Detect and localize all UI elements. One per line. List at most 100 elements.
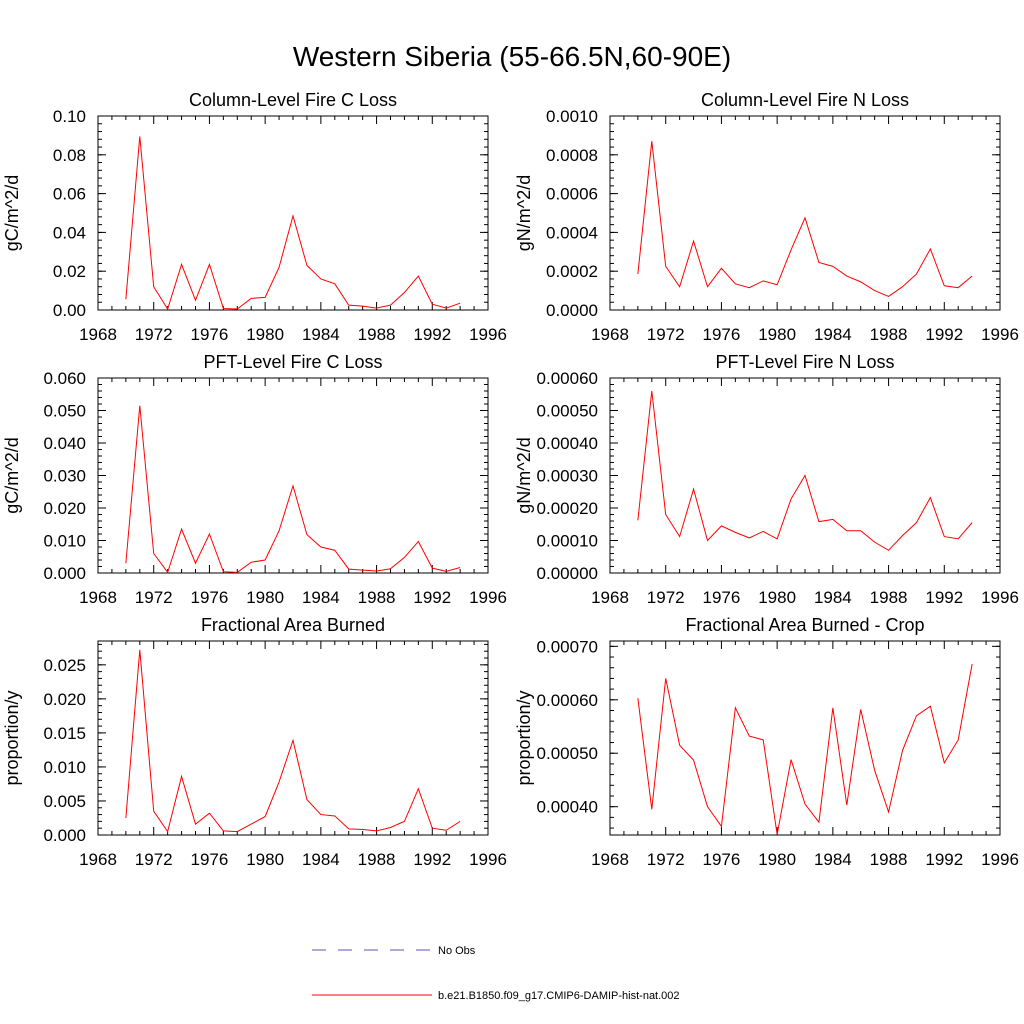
y-tick-label: 0.00050: [537, 744, 598, 763]
panel-fractional-area-burned-crop: Fractional Area Burned - Crop proportion/…: [514, 615, 1019, 869]
x-tick-label: 1972: [135, 588, 173, 607]
x-tick-label: 1972: [647, 850, 685, 869]
y-tick-label: 0.00000: [537, 564, 598, 583]
y-tick-label: 0.00070: [537, 637, 598, 656]
y-axis-label: gC/m^2/d: [2, 437, 22, 513]
x-tick-label: 1980: [758, 850, 796, 869]
x-tick-label: 1992: [925, 588, 963, 607]
x-tick-label: 1980: [758, 325, 796, 344]
y-tick-label: 0.025: [43, 656, 86, 675]
x-tick-label: 1984: [814, 850, 852, 869]
x-tick-label: 1996: [981, 588, 1019, 607]
x-tick-label: 1976: [703, 588, 741, 607]
x-tick-label: 1996: [469, 850, 507, 869]
y-tick-label: 0.020: [43, 499, 86, 518]
series-line-fractional-area-burned-crop: [637, 663, 973, 835]
y-tick-label: 0.015: [43, 724, 86, 743]
y-axis-label: gC/m^2/d: [2, 175, 22, 251]
x-tick-label: 1968: [79, 588, 117, 607]
y-tick-label: 0.050: [43, 402, 86, 421]
x-tick-label: 1976: [191, 325, 229, 344]
series-line-column-level-fire-c-loss: [125, 136, 461, 311]
x-tick-label: 1992: [413, 325, 451, 344]
y-tick-label: 0.04: [53, 223, 86, 242]
legend-label-no-obs: No Obs: [438, 945, 476, 957]
y-axis-label: proportion/y: [2, 690, 22, 785]
y-tick-label: 0.02: [53, 262, 86, 281]
y-tick-label: 0.0000: [546, 301, 598, 320]
panel-pft-level-fire-n-loss: PFT-Level Fire N Loss gN/m^2/d 1968 1972 197…: [514, 352, 1019, 607]
x-tick-label: 1968: [79, 850, 117, 869]
y-axis-label: gN/m^2/d: [514, 175, 534, 251]
panel-title: Fractional Area Burned: [201, 615, 385, 635]
y-tick-label: 0.000: [43, 564, 86, 583]
x-tick-label: 1992: [413, 850, 451, 869]
x-tick-label: 1996: [469, 325, 507, 344]
y-tick-label: 0.00060: [537, 369, 598, 388]
panel-pft-level-fire-c-loss: PFT-Level Fire C Loss gC/m^2/d 1968 1972 197…: [2, 352, 507, 607]
y-tick-label: 0.060: [43, 369, 86, 388]
x-tick-label: 1988: [358, 850, 396, 869]
y-tick-label: 0.00040: [537, 434, 598, 453]
x-tick-label: 1968: [79, 325, 117, 344]
y-tick-label: 0.10: [53, 107, 86, 126]
y-tick-label: 0.00: [53, 301, 86, 320]
x-tick-label: 1972: [647, 325, 685, 344]
y-tick-label: 0.0002: [546, 262, 598, 281]
y-tick-label: 0.0004: [546, 223, 598, 242]
y-tick-label: 0.020: [43, 690, 86, 709]
x-tick-label: 1968: [591, 850, 629, 869]
x-tick-label: 1996: [981, 850, 1019, 869]
y-tick-label: 0.000: [43, 826, 86, 845]
plot-frame: [609, 640, 1001, 836]
series-line-pft-level-fire-c-loss: [125, 405, 461, 574]
y-axis-label: proportion/y: [514, 690, 534, 785]
x-tick-label: 1972: [135, 325, 173, 344]
x-tick-label: 1988: [358, 325, 396, 344]
x-tick-label: 1972: [135, 850, 173, 869]
panel-title: PFT-Level Fire N Loss: [715, 352, 894, 372]
figure-title: Western Siberia (55-66.5N,60-90E): [293, 41, 731, 72]
x-tick-label: 1984: [814, 588, 852, 607]
x-tick-label: 1992: [925, 850, 963, 869]
x-tick-label: 1992: [413, 588, 451, 607]
y-tick-label: 0.0008: [546, 146, 598, 165]
plot-frame: [97, 377, 489, 574]
x-tick-label: 1980: [246, 850, 284, 869]
series-line-fractional-area-burned: [125, 649, 461, 833]
x-tick-label: 1996: [469, 588, 507, 607]
plot-frame: [609, 115, 1001, 311]
y-tick-label: 0.06: [53, 185, 86, 204]
x-tick-label: 1968: [591, 325, 629, 344]
y-tick-label: 0.00020: [537, 499, 598, 518]
x-tick-label: 1984: [302, 325, 340, 344]
x-tick-label: 1992: [925, 325, 963, 344]
panel-title: PFT-Level Fire C Loss: [203, 352, 382, 372]
y-tick-label: 0.00040: [537, 798, 598, 817]
legend: No Obs b.e21.B1850.f09_g17.CMIP6-DAMIP-h…: [312, 945, 680, 1002]
x-tick-label: 1972: [647, 588, 685, 607]
x-tick-label: 1984: [814, 325, 852, 344]
panel-column-level-fire-c-loss: Column-Level Fire C Loss gC/m^2/d 1968 1972…: [2, 90, 507, 344]
panel-fractional-area-burned: Fractional Area Burned proportion/y 1968 19…: [2, 615, 507, 869]
y-tick-label: 0.00050: [537, 402, 598, 421]
x-tick-label: 1968: [591, 588, 629, 607]
y-tick-label: 0.030: [43, 467, 86, 486]
x-tick-label: 1980: [758, 588, 796, 607]
y-tick-label: 0.0010: [546, 107, 598, 126]
plot-frame: [97, 640, 489, 836]
x-tick-label: 1976: [703, 850, 741, 869]
x-tick-label: 1988: [358, 588, 396, 607]
panel-grid: Column-Level Fire C Loss gC/m^2/d 1968 1972…: [2, 90, 1019, 869]
y-tick-label: 0.040: [43, 434, 86, 453]
x-tick-label: 1976: [191, 588, 229, 607]
x-tick-label: 1984: [302, 588, 340, 607]
x-tick-label: 1976: [191, 850, 229, 869]
x-tick-label: 1988: [870, 850, 908, 869]
y-axis-label: gN/m^2/d: [514, 437, 534, 513]
panel-title: Column-Level Fire C Loss: [189, 90, 397, 110]
x-tick-label: 1976: [703, 325, 741, 344]
y-tick-label: 0.00030: [537, 467, 598, 486]
x-tick-label: 1988: [870, 325, 908, 344]
